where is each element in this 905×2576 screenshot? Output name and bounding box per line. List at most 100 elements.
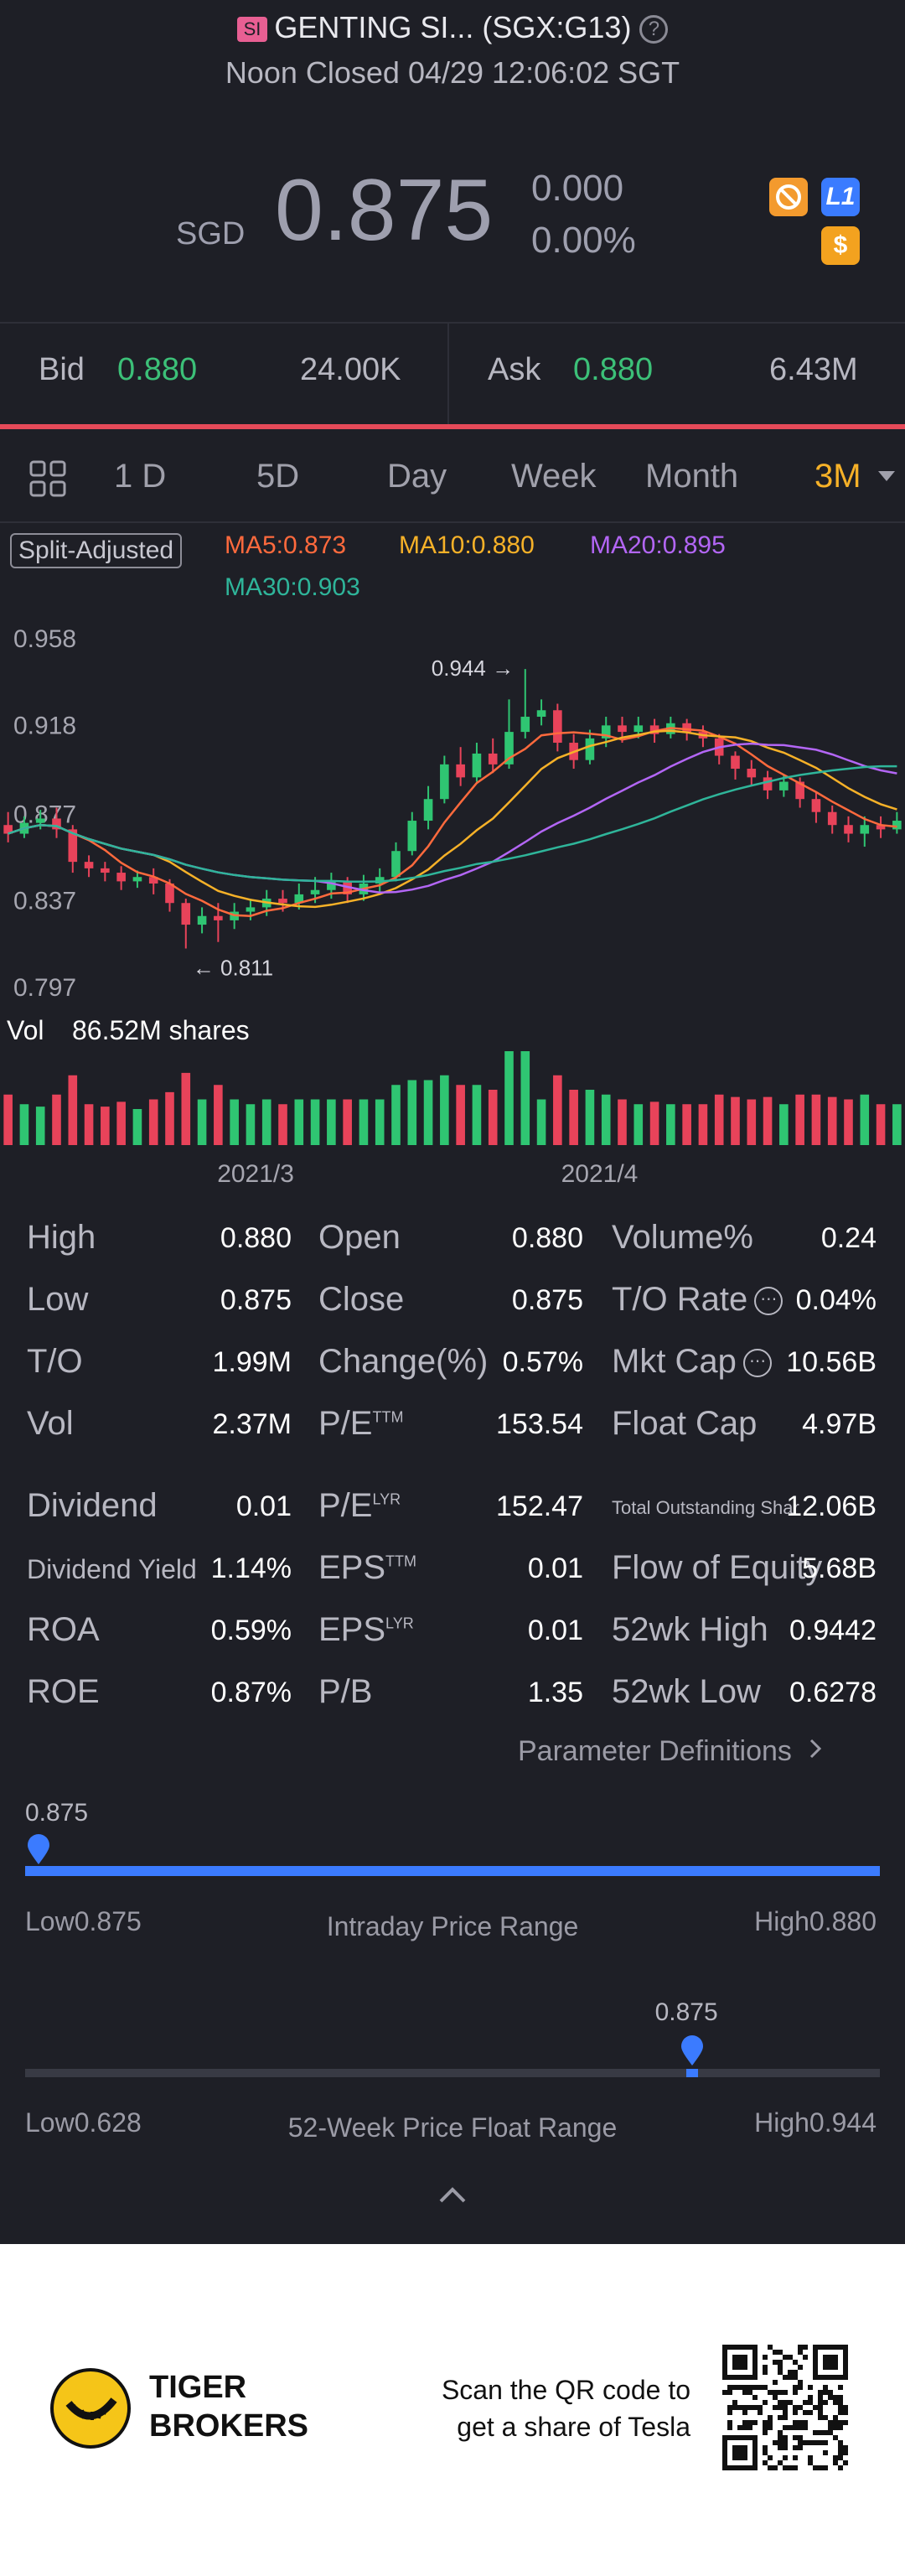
grid-icon[interactable] [28,459,67,502]
tab-day[interactable]: Day [387,458,447,495]
candle [214,915,223,920]
qr-module [783,2435,788,2440]
no-ads-icon[interactable] [769,178,808,216]
level1-icon[interactable]: L1 [821,178,860,216]
split-adjusted-toggle[interactable]: Split-Adjusted [10,533,183,568]
chevron-down-icon[interactable] [878,471,895,487]
qr-finder-core [823,2355,838,2370]
intraday-range-bar [25,1866,880,1876]
candle [3,825,13,834]
volume-bar [634,1104,644,1145]
qr-module [798,2440,803,2445]
ma5-line [8,727,897,917]
qr-module [727,2425,732,2430]
qr-module [793,2370,798,2375]
candle [165,883,174,904]
qr-module [803,2345,808,2350]
stat-value: 0.01 [527,1552,583,1584]
qr-module [783,2410,788,2415]
qr-module [778,2445,783,2450]
qr-module [798,2425,803,2430]
brand-line2: BROKERS [149,2408,309,2444]
intraday-high: High0.880 [754,1906,877,1936]
stock-title-row[interactable]: SI GENTING SI... (SGX:G13)? [0,10,905,45]
qr-module [752,2385,758,2390]
tab-3m[interactable]: 3M [814,458,861,495]
stat-value: 0.01 [235,1490,292,1522]
min-price-label: ← 0.811 [193,955,273,980]
qr-module [793,2435,798,2440]
info-icon[interactable]: ⋯ [754,1287,783,1316]
stat-label: ROA [27,1611,100,1648]
qr-module [778,2430,783,2435]
volume-bar [343,1099,352,1145]
candle [553,710,562,744]
candle [327,881,336,890]
qr-module [818,2440,823,2445]
stats-panel: High 0.880 Open 0.880 Volume% 0.24 Low 0.875 Clo… [0,1207,905,1777]
tab-week[interactable]: Week [511,458,597,495]
qr-module [838,2425,843,2430]
stat-value: 0.9442 [789,1615,877,1646]
help-icon[interactable]: ? [639,15,669,44]
candle [618,725,627,733]
qr-module [778,2365,783,2370]
qr-module [793,2425,798,2430]
y-tick-label: 0.918 [13,712,76,739]
info-icon[interactable]: ⋯ [742,1349,772,1378]
qr-module [727,2405,732,2410]
collapse-chevron-icon[interactable] [436,2185,469,2209]
qr-module [727,2390,732,2395]
stat-label: EPSLYR [318,1611,414,1648]
qr-module [823,2385,828,2390]
x-tick-label: 2021/4 [561,1160,639,1188]
qr-module [798,2365,803,2370]
brand-line1: TIGER [149,2370,247,2405]
week52-marker-value: 0.875 [654,1998,718,2026]
qr-module [763,2420,768,2425]
volume-bar [423,1080,433,1145]
week52-range-bar [25,2069,880,2077]
tab-month[interactable]: Month [645,458,739,495]
qr-module [818,2390,823,2395]
volume-bar [132,1109,142,1145]
qr-module [823,2400,828,2405]
qr-module [803,2355,808,2360]
qr-module [808,2395,813,2400]
volume-bar [456,1085,465,1145]
stat-value: 0.875 [511,1284,583,1316]
qr-module [783,2440,788,2445]
qr-module [818,2405,823,2410]
tab-1d[interactable]: 1 D [114,458,167,495]
qr-module [803,2410,808,2415]
qr-module [803,2400,808,2405]
volume-value: 86.52M shares [72,1015,250,1045]
scan-line1: Scan the QR code to [441,2375,690,2405]
qr-module [793,2375,798,2380]
parameter-definitions-link[interactable]: Parameter Definitions [518,1735,823,1768]
stat-label: Low [27,1281,89,1318]
stat-label: Close [318,1281,405,1318]
qr-module [768,2420,773,2425]
tab-5d[interactable]: 5D [256,458,300,495]
qr-module [773,2440,778,2445]
max-price-label: 0.944 → [432,656,514,681]
qr-module [783,2390,788,2395]
volume-bar [860,1094,870,1145]
volume-bar [35,1107,45,1145]
volume-bar [246,1104,256,1145]
qr-module [793,2390,798,2395]
volume-bar [876,1104,886,1145]
stat-value: 1.14% [210,1552,292,1584]
dollar-icon[interactable]: $ [821,226,860,265]
qr-module [833,2435,838,2440]
candle [488,753,498,765]
qr-module [788,2400,793,2405]
qr-module [823,2450,828,2455]
qr-module [768,2455,773,2460]
qr-code-icon [722,2345,848,2470]
stat-label: 52wk High [612,1611,768,1648]
qr-module [778,2405,783,2410]
qr-module [778,2460,783,2465]
